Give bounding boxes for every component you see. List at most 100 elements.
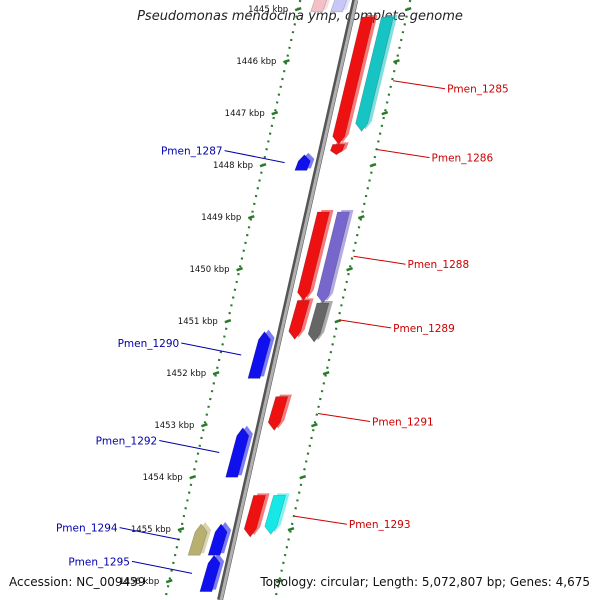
tick-mark [299,475,307,480]
gene-pmen-1289[interactable] [288,298,314,340]
gene-label-leader [224,150,285,164]
gene-body [316,211,350,304]
gene-pmen-1293[interactable] [243,493,270,538]
gene-body [243,495,266,538]
tick-mark [224,319,232,324]
tick-mark [177,527,185,532]
gene-label[interactable]: Pmen_1285 [447,84,509,96]
gene-pmen-1285[interactable] [332,15,378,145]
accession-text: Accession: NC_009439 [9,575,146,589]
gene-label[interactable]: Pmen_1286 [432,153,494,165]
gene-body [332,16,374,145]
gene-body [187,523,208,556]
tick-label: 1455 kbp [131,525,171,535]
gene-pmen-1294[interactable] [187,522,212,556]
tick-mark [294,7,302,12]
left-tick-rail [163,0,302,600]
gene-unlabeled-7[interactable] [307,301,333,343]
label-layer: Pmen_1285 Pmen_1286 Pmen_1287 Pmen_1288 Pmen… [56,80,509,574]
gene-label-leader [181,342,242,356]
right-tick-rail [273,0,412,600]
gene-pmen-1291[interactable] [267,394,292,431]
gene-body [225,427,250,478]
tick-mark [201,423,208,428]
gene-label[interactable]: Pmen_1289 [393,323,455,335]
gene-label-leader [119,527,180,541]
tick-mark [404,7,412,12]
gene-body [294,154,311,171]
tick-layer: 1445 kbp 1446 kbp 1447 kbp 1448 kbp 1449 kbp… [119,0,412,600]
genome-backbone [219,0,358,600]
gene-pmen-1295[interactable] [199,553,225,592]
pale-gene-0[interactable] [310,0,332,13]
gene-body [267,396,289,431]
gene-body [247,331,271,379]
gene-label[interactable]: Pmen_1293 [349,519,411,531]
tick-label: 1448 kbp [213,161,253,171]
gene-label-leader [377,149,430,159]
gene-label-leader [131,560,193,574]
tick-label: 1449 kbp [201,213,241,223]
tick-mark [334,319,342,324]
gene-pmen-1292[interactable] [225,425,253,478]
gene-pmen-1290[interactable] [247,329,275,379]
tick-mark [236,267,243,272]
gene-body [330,0,347,13]
tick-mark [165,579,173,584]
gene-label-leader [294,515,347,525]
gene-body [199,554,221,592]
tick-mark [247,215,255,220]
tick-mark [287,527,295,532]
pale-gene-1[interactable] [330,0,352,13]
backbone-layer [217,0,359,600]
gene-label[interactable]: Pmen_1291 [372,417,434,429]
tick-label: 1446 kbp [236,57,276,67]
tick-label: 1445 kbp [248,5,288,15]
gene-label-leader [317,413,371,422]
tick-mark [381,111,389,116]
tick-mark [283,59,290,64]
tick-mark [275,579,283,584]
gene-body [310,0,327,13]
tick-mark [212,371,220,376]
gene-label[interactable]: Pmen_1294 [56,523,118,535]
gene-label[interactable]: Pmen_1288 [408,259,470,271]
tick-label: 1452 kbp [166,369,206,379]
tick-mark [369,163,377,168]
tick-label: 1456 kbp [119,577,159,587]
gene-label[interactable]: Pmen_1290 [118,338,180,350]
gene-pmen-1287[interactable] [294,152,315,171]
gene-unlabeled-14[interactable] [207,522,232,556]
tick-mark [357,215,365,220]
tick-label: 1450 kbp [190,265,230,275]
tick-label: 1451 kbp [178,317,218,327]
gene-body [288,300,310,340]
gene-label[interactable]: Pmen_1287 [161,146,223,158]
gene-label[interactable]: Pmen_1292 [96,436,158,448]
gene-unlabeled-12[interactable] [264,493,290,535]
gene-body [297,211,330,301]
tick-mark [259,163,267,168]
topology-text: Topology: circular; Length: 5,072,807 bp… [260,575,590,589]
gene-pmen-1288[interactable] [297,210,334,301]
gene-unlabeled-1[interactable] [355,15,398,132]
gene-body [329,144,346,156]
gene-label-leader [392,80,446,90]
gene-layer [187,0,398,592]
gene-pmen-1286[interactable] [329,142,349,156]
tick-label: 1447 kbp [225,109,265,119]
gene-body [355,16,394,132]
tick-label: 1453 kbp [154,421,194,431]
tick-label: 1454 kbp [143,473,183,483]
gene-label[interactable]: Pmen_1295 [68,556,130,568]
gene-body [307,302,330,343]
tick-mark [271,111,279,116]
tick-mark [189,475,197,480]
tick-mark [311,423,318,428]
tick-mark [393,59,400,64]
gene-body [264,495,286,535]
gene-label-leader [353,255,406,265]
gene-label-leader [159,440,220,453]
gene-unlabeled-5[interactable] [316,210,354,304]
